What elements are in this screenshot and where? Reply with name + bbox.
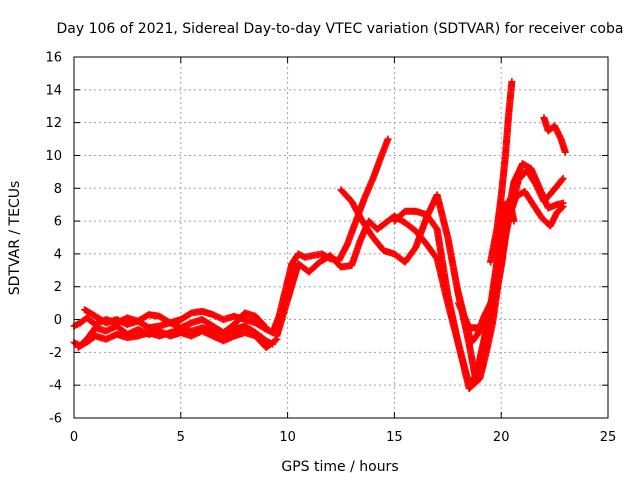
data-marks [70, 78, 569, 392]
data-point [559, 174, 567, 182]
data-point [558, 176, 566, 184]
series-track-d [74, 322, 281, 351]
series-track-e [269, 135, 392, 337]
x-tick-label: 5 [177, 430, 185, 445]
data-point [561, 148, 569, 156]
y-tick-label: 10 [45, 149, 62, 164]
y-tick-label: -2 [49, 346, 62, 361]
chart-title: Day 106 of 2021, Sidereal Day-to-day VTE… [57, 21, 624, 37]
y-tick-label: 0 [54, 313, 62, 328]
series-track-l [454, 197, 512, 332]
y-tick-label: 8 [54, 182, 62, 197]
y-tick-label: -4 [49, 379, 62, 394]
data-point [559, 199, 567, 207]
y-tick-label: 2 [54, 280, 62, 295]
y-tick-label: 12 [45, 116, 62, 131]
data-point [261, 323, 269, 331]
series-track-j [487, 78, 516, 266]
axis-ticks [73, 56, 609, 419]
series-track-c [81, 306, 270, 337]
x-tick-label: 0 [70, 430, 78, 445]
data-point [262, 324, 270, 332]
data-point [504, 197, 512, 205]
x-tick-label: 10 [279, 430, 296, 445]
y-tick-label: 16 [45, 51, 62, 66]
y-tick-label: 4 [54, 247, 62, 262]
y-tick-label: -6 [49, 412, 62, 427]
grid-lines [74, 57, 608, 418]
data-point [272, 336, 280, 344]
y-tick-label: 6 [54, 215, 62, 230]
x-tick-label: 25 [600, 430, 617, 445]
tick-labels: 0 5 10 15 20 25 -6 -4 -2 0 2 4 6 8 10 12 14 16 [45, 51, 616, 446]
x-tick-label: 15 [386, 430, 403, 445]
y-tick-label: 14 [45, 83, 62, 98]
data-point [384, 135, 392, 143]
x-axis-label: GPS time / hours [281, 459, 398, 475]
plot-frame [73, 56, 609, 419]
data-point [508, 78, 516, 86]
y-axis-label: SDTVAR / TECUs [7, 181, 23, 296]
series-track-k [540, 114, 569, 156]
x-tick-label: 20 [493, 430, 510, 445]
